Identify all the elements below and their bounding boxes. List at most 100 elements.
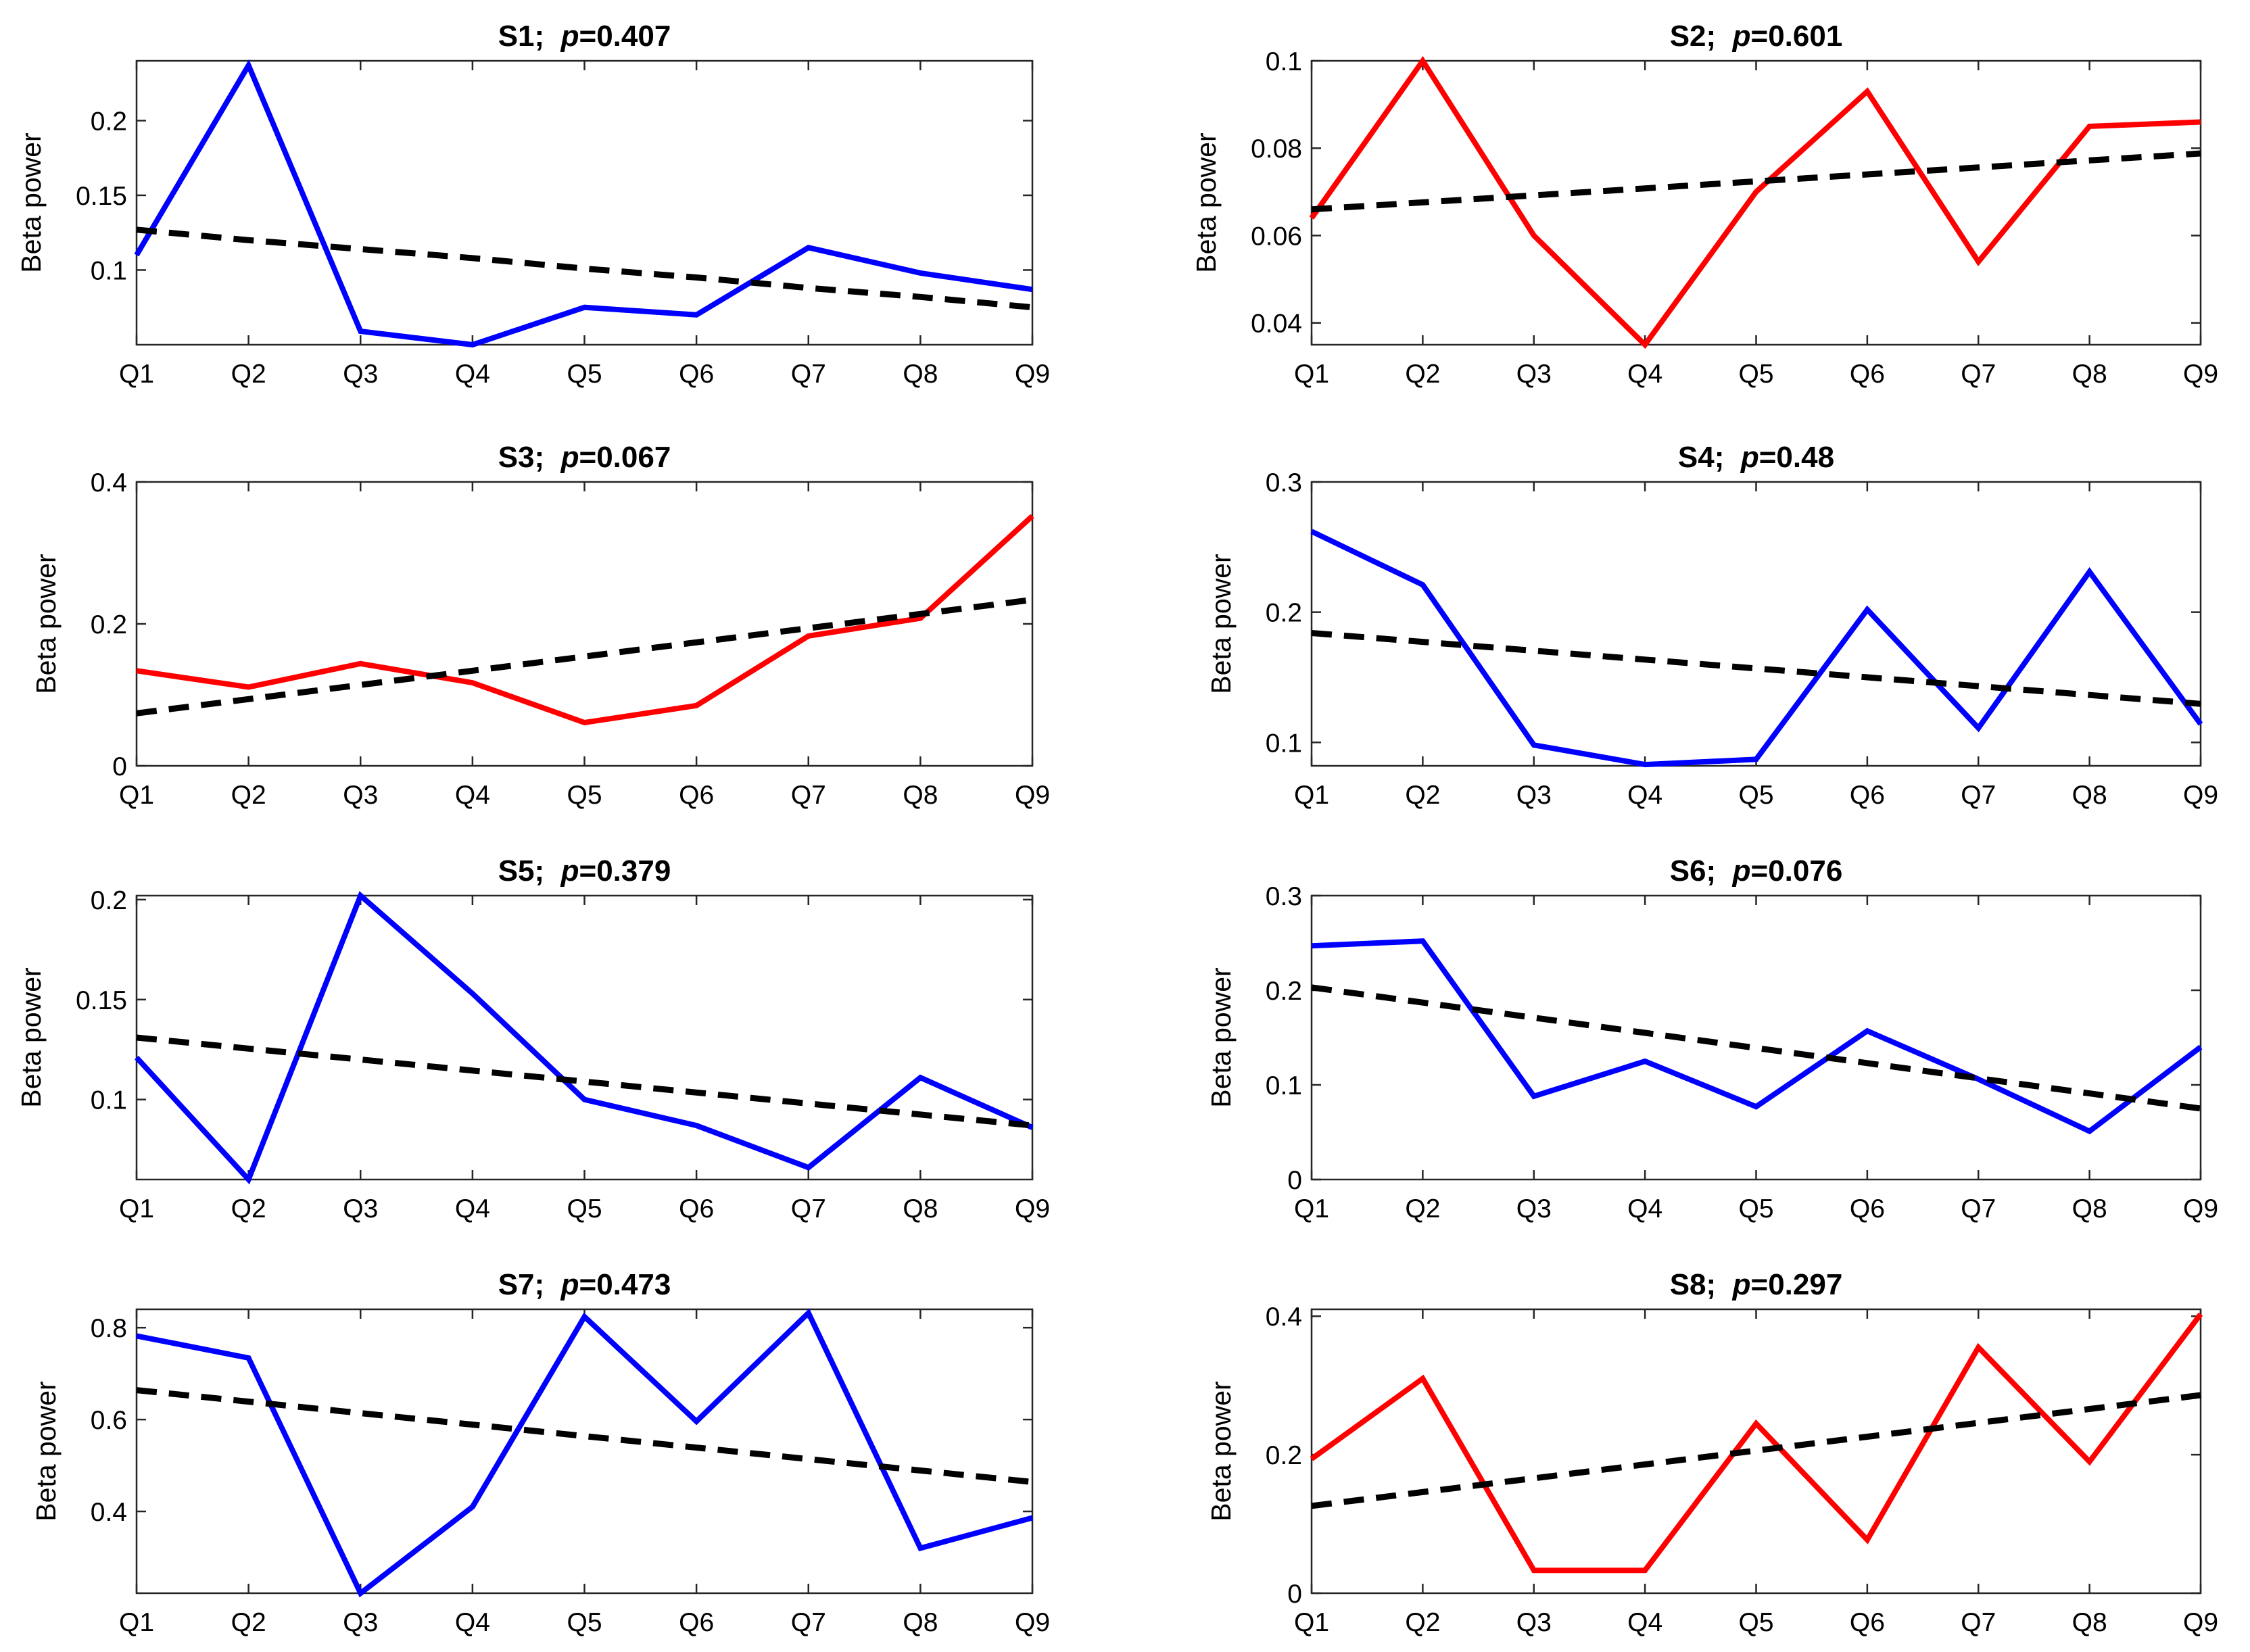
p-symbol: p xyxy=(560,441,579,474)
x-tick-label: Q8 xyxy=(903,360,938,389)
title-label: S5; xyxy=(498,854,561,888)
p-symbol: p xyxy=(1732,854,1751,888)
title-label: S3; xyxy=(498,441,561,474)
y-tick-label: 0.2 xyxy=(1266,1441,1302,1470)
y-axis-label: Beta power xyxy=(16,967,47,1107)
trend-line xyxy=(136,596,1033,716)
x-tick-label: Q1 xyxy=(119,360,154,389)
axes-box xyxy=(135,894,1034,1181)
y-tick-label: 0.1 xyxy=(1266,729,1302,758)
p-value: =0.379 xyxy=(579,854,671,888)
axes-box xyxy=(1310,894,2202,1181)
x-tick-label: Q6 xyxy=(1850,360,1885,389)
chart-title: S1; p=0.407 xyxy=(498,20,671,53)
x-tick-label: Q9 xyxy=(1015,1608,1050,1637)
axes-box xyxy=(1310,481,2202,767)
y-tick-label: 0.3 xyxy=(1266,882,1302,911)
x-tick-label: Q5 xyxy=(1738,360,1773,389)
y-axis-label: Beta power xyxy=(1205,1381,1237,1521)
y-tick-label: 0.08 xyxy=(1251,135,1302,164)
p-symbol: p xyxy=(1732,20,1751,53)
x-tick-label: Q2 xyxy=(231,1194,266,1223)
chart-panel-3: S3; p=0.067 Q1 Q2 Q3 Q4 Q5 Q6 Q7 Q8 Q9 0 0.2 0.4 Beta… xyxy=(30,441,1050,810)
x-tick-label: Q2 xyxy=(1405,781,1440,810)
x-tick-label: Q5 xyxy=(567,781,602,810)
axes-box xyxy=(135,1308,1034,1595)
p-symbol: p xyxy=(560,854,579,888)
chart-panel-6: S6; p=0.076 Q1 Q2 Q3 Q4 Q5 Q6 Q7 Q8 Q9 0 0.1 0.2 0.3 B… xyxy=(1205,854,2218,1223)
x-tick-label: Q4 xyxy=(1627,360,1662,389)
y-tick-label: 0.15 xyxy=(76,182,127,211)
x-tick-label: Q6 xyxy=(1850,1194,1885,1223)
y-tick-label: 0.2 xyxy=(91,886,127,915)
p-value: =0.407 xyxy=(579,20,671,53)
trend-line xyxy=(1311,630,2201,707)
x-tick-label: Q9 xyxy=(2183,1194,2218,1223)
chart-title: S2; p=0.601 xyxy=(1670,20,1843,53)
x-tick-label: Q1 xyxy=(119,781,154,810)
x-tick-label: Q9 xyxy=(1015,360,1050,389)
x-tick-label: Q5 xyxy=(567,1194,602,1223)
data-line xyxy=(136,514,1034,726)
x-tick-label: Q7 xyxy=(1961,360,1996,389)
x-tick-label: Q2 xyxy=(1405,1194,1440,1223)
x-tick-label: Q2 xyxy=(1405,360,1440,389)
x-tick-label: Q3 xyxy=(1516,360,1552,389)
x-tick-label: Q6 xyxy=(679,1608,714,1637)
x-tick-label: Q5 xyxy=(567,1608,602,1637)
trend-line xyxy=(1311,984,2201,1112)
x-tick-label: Q8 xyxy=(2072,360,2107,389)
x-tick-label: Q4 xyxy=(1627,1608,1662,1637)
x-tick-label: Q1 xyxy=(1294,1608,1329,1637)
y-axis-label: Beta power xyxy=(1205,554,1237,694)
x-tick-label: Q3 xyxy=(343,360,378,389)
p-value: =0.067 xyxy=(579,441,671,474)
x-tick-label: Q3 xyxy=(343,781,378,810)
chart-title: S5; p=0.379 xyxy=(498,854,671,888)
chart-panel-8: S8; p=0.297 Q1 Q2 Q3 Q4 Q5 Q6 Q7 Q8 Q9 0 0.2 0.4 Beta… xyxy=(1205,1268,2218,1637)
x-tick-label: Q5 xyxy=(567,360,602,389)
p-symbol: p xyxy=(1740,441,1759,474)
y-tick-label: 0.3 xyxy=(1266,468,1302,497)
y-tick-label: 0.1 xyxy=(91,256,127,285)
y-tick-label: 0.6 xyxy=(91,1406,127,1435)
data-line xyxy=(1310,529,2203,768)
y-tick-label: 0.1 xyxy=(1266,1071,1302,1100)
x-tick-label: Q8 xyxy=(903,781,938,810)
data-line xyxy=(134,59,1033,348)
p-value: =0.601 xyxy=(1751,20,1843,53)
chart-panel-1: S1; p=0.407 Q1 Q2 Q3 Q4 Q5 Q6 Q7 Q8 Q9 0.1 0.15 0.2 B… xyxy=(16,20,1050,389)
y-tick-label: 0.06 xyxy=(1251,222,1302,251)
trend-line xyxy=(1311,150,2201,213)
x-tick-label: Q9 xyxy=(2183,360,2218,389)
x-tick-label: Q8 xyxy=(903,1194,938,1223)
x-tick-label: Q8 xyxy=(2072,1608,2107,1637)
trend-line xyxy=(136,226,1033,311)
x-tick-label: Q1 xyxy=(1294,360,1329,389)
p-value: =0.297 xyxy=(1751,1268,1843,1301)
x-tick-label: Q4 xyxy=(455,781,490,810)
y-axis-label: Beta power xyxy=(30,554,62,694)
y-tick-label: 0.8 xyxy=(91,1314,127,1343)
x-tick-label: Q8 xyxy=(2072,781,2107,810)
y-tick-label: 0.4 xyxy=(1266,1303,1302,1332)
x-tick-label: Q5 xyxy=(1738,1194,1773,1223)
chart-panel-2: S2; p=0.601 Q1 Q2 Q3 Q4 Q5 Q6 Q7 Q8 Q9 0.04 0.06 0.0… xyxy=(1191,20,2218,389)
axes-box xyxy=(135,59,1034,346)
title-label: S2; xyxy=(1670,20,1733,53)
chart-title: S7; p=0.473 xyxy=(498,1268,671,1301)
p-symbol: p xyxy=(1732,1268,1751,1301)
data-line xyxy=(1310,1312,2203,1574)
title-label: S8; xyxy=(1670,1268,1733,1301)
y-tick-label: 0.2 xyxy=(1266,977,1302,1006)
title-label: S4; xyxy=(1678,441,1741,474)
chart-panel-7: S7; p=0.473 Q1 Q2 Q3 Q4 Q5 Q6 Q7 Q8 Q9 0.4 0.6 0.8 Be… xyxy=(30,1268,1050,1637)
x-tick-label: Q7 xyxy=(1961,1608,1996,1637)
x-tick-label: Q9 xyxy=(1015,781,1050,810)
x-tick-label: Q8 xyxy=(903,1608,938,1637)
x-tick-label: Q9 xyxy=(2183,781,2218,810)
x-tick-label: Q6 xyxy=(1850,1608,1885,1637)
x-tick-label: Q7 xyxy=(791,1608,826,1637)
x-tick-label: Q9 xyxy=(2183,1608,2218,1637)
